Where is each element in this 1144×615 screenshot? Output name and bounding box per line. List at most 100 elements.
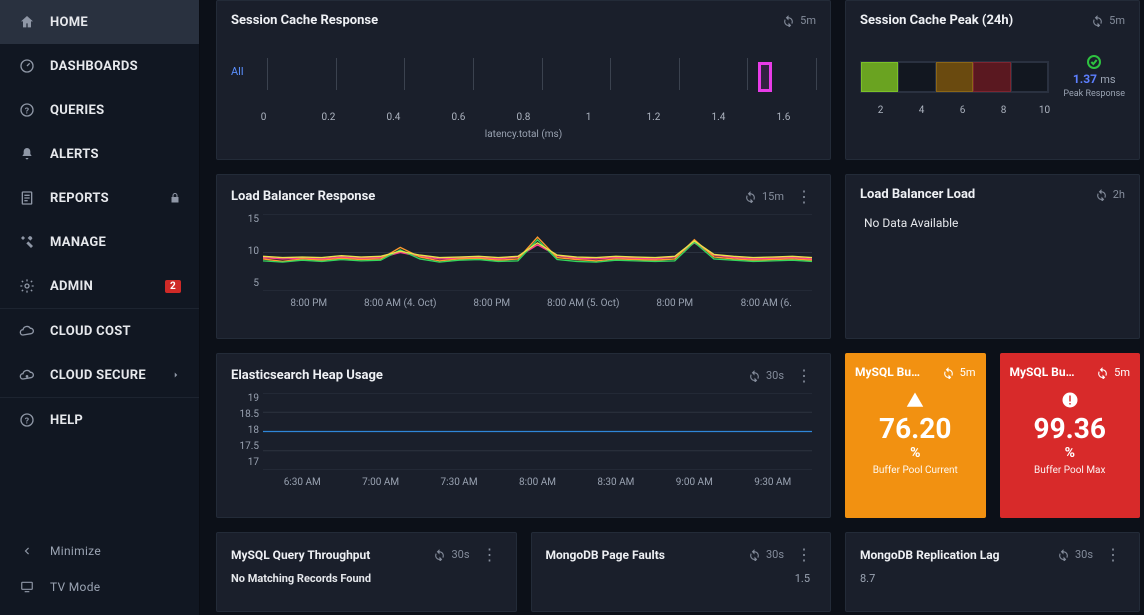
svg-text:?: ? — [25, 106, 30, 116]
monitor-icon — [18, 578, 36, 596]
tile-unit: % — [1065, 445, 1075, 461]
refresh-button[interactable]: 5m — [782, 14, 816, 27]
series-label[interactable]: All — [231, 65, 267, 78]
line-chart: 15105 8:00 PM8:00 AM (4. Oct)8:00 PM8:00… — [231, 214, 816, 309]
x-tick: 8:00 PM — [629, 298, 721, 309]
tile-mysql-buffer-current[interactable]: MySQL Bu… 5m 76.20 % Buffer Pool Current — [845, 353, 986, 518]
panel-menu-button[interactable]: ⋮ — [792, 366, 816, 385]
nav-label: REPORTS — [50, 191, 109, 206]
nav-label: CLOUD SECURE — [50, 368, 146, 383]
refresh-interval: 30s — [766, 369, 784, 382]
refresh-button[interactable]: 30s — [748, 369, 784, 382]
y-tick: 10 — [248, 246, 259, 257]
panel-title: MySQL Query Throughput — [231, 548, 370, 562]
tile-mysql-buffer-max[interactable]: MySQL Bu… 5m 99.36 % Buffer Pool Max — [1000, 353, 1141, 518]
line-chart: 1918.51817.517 6:30 AM7:00 AM7:30 AM8:00… — [231, 393, 816, 488]
panel-menu-button[interactable]: ⋮ — [792, 187, 816, 206]
main-content: Session Cache Response 5m All 00.20.40.6… — [200, 0, 1144, 615]
chevron-left-icon — [18, 542, 36, 560]
tile-unit: % — [910, 445, 920, 461]
refresh-icon — [748, 369, 761, 382]
y-tick: 18.5 — [240, 409, 260, 420]
x-tick: 7:30 AM — [420, 477, 498, 488]
cloud-dollar-icon — [18, 322, 36, 340]
refresh-button[interactable]: 30s — [433, 548, 469, 561]
minimize-label: Minimize — [50, 544, 101, 558]
tools-icon — [18, 233, 36, 251]
x-tick: 8:00 AM (4. Oct) — [355, 298, 447, 309]
refresh-button[interactable]: 2h — [1095, 188, 1125, 201]
report-icon — [18, 189, 36, 207]
sidebar-item-dashboards[interactable]: DASHBOARDS — [0, 44, 199, 88]
x-tick: 8 — [983, 105, 1024, 116]
refresh-interval: 30s — [451, 548, 469, 561]
tvmode-label: TV Mode — [50, 580, 100, 594]
warning-icon — [906, 391, 924, 409]
panel-mongodb-page-faults: MongoDB Page Faults 30s ⋮ 1.5 — [531, 532, 832, 612]
row-bottom-left: MySQL Query Throughput 30s ⋮ No Matching… — [216, 532, 831, 612]
x-tick: 0.2 — [296, 112, 361, 123]
refresh-interval: 5m — [800, 14, 816, 27]
panel-load-balancer-response: Load Balancer Response 15m ⋮ 15105 8:00 … — [216, 174, 831, 339]
axis-label: latency.total (ms) — [231, 129, 816, 140]
sidebar-item-cloud-cost[interactable]: CLOUD COST — [0, 309, 199, 353]
x-tick: 8:00 AM — [498, 477, 576, 488]
tile-sublabel: Buffer Pool Max — [1034, 465, 1105, 476]
sidebar-item-help[interactable]: ? HELP — [0, 398, 199, 442]
x-tick: 1.2 — [621, 112, 686, 123]
y-tick: 18 — [248, 425, 259, 436]
home-icon — [18, 13, 36, 31]
x-tick: 9:00 AM — [655, 477, 733, 488]
y-tick: 19 — [248, 393, 259, 404]
x-tick: 9:30 AM — [734, 477, 812, 488]
refresh-button[interactable]: 5m — [1091, 14, 1125, 27]
x-tick: 0.4 — [361, 112, 426, 123]
check-icon — [1086, 54, 1102, 70]
refresh-icon — [1057, 548, 1070, 561]
sidebar-item-alerts[interactable]: ALERTS — [0, 132, 199, 176]
x-tick: 4 — [901, 105, 942, 116]
refresh-button[interactable]: 30s — [748, 548, 784, 561]
sidebar-item-reports[interactable]: REPORTS — [0, 176, 199, 220]
x-tick: 10 — [1024, 105, 1065, 116]
y-tick: 17 — [248, 457, 259, 468]
refresh-interval: 5m — [960, 366, 976, 379]
refresh-icon — [1091, 14, 1104, 27]
refresh-icon — [1095, 188, 1108, 201]
panel-menu-button[interactable]: ⋮ — [792, 545, 816, 564]
x-tick: 6:30 AM — [263, 477, 341, 488]
refresh-icon — [433, 548, 446, 561]
sidebar-item-home[interactable]: HOME — [0, 0, 199, 44]
refresh-button[interactable]: 15m — [744, 190, 784, 203]
latency-axis — [267, 36, 816, 106]
y-tick: 8.7 — [860, 572, 1125, 585]
tvmode-button[interactable]: TV Mode — [0, 569, 199, 605]
nav-label: HOME — [50, 15, 88, 30]
x-tick: 8:00 PM — [263, 298, 355, 309]
nav-label: HELP — [50, 413, 83, 428]
tile-title: MySQL Bu… — [1010, 365, 1091, 379]
refresh-icon — [1096, 366, 1109, 379]
x-tick: 1 — [556, 112, 621, 123]
sidebar-item-manage[interactable]: MANAGE — [0, 220, 199, 264]
panel-title: Load Balancer Response — [231, 189, 375, 204]
refresh-button[interactable]: 30s — [1057, 548, 1093, 561]
x-tick: 8:00 AM (5. Oct) — [538, 298, 630, 309]
tile-title: MySQL Bu… — [855, 365, 936, 379]
question-icon: ? — [18, 101, 36, 119]
panel-session-cache-peak: Session Cache Peak (24h) 5m 1.37 ms Peak… — [845, 0, 1140, 160]
sidebar-item-cloud-secure[interactable]: CLOUD SECURE — [0, 353, 199, 397]
sidebar-item-queries[interactable]: ?QUERIES — [0, 88, 199, 132]
y-tick: 17.5 — [240, 441, 260, 452]
cloud-shield-icon — [18, 366, 36, 384]
panel-menu-button[interactable]: ⋮ — [478, 545, 502, 564]
svg-text:?: ? — [25, 416, 30, 426]
minimize-button[interactable]: Minimize — [0, 533, 199, 569]
sidebar-item-admin[interactable]: ADMIN2 — [0, 264, 199, 308]
nav-label: ALERTS — [50, 147, 99, 162]
peak-number: 1.37 — [1073, 72, 1097, 86]
panel-menu-button[interactable]: ⋮ — [1101, 545, 1125, 564]
gauge-bar — [860, 61, 1049, 93]
refresh-icon — [782, 14, 795, 27]
error-icon — [1061, 391, 1079, 409]
